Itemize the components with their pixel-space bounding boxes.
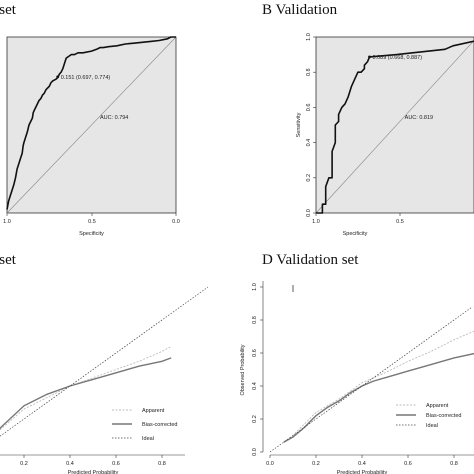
y-axis-label: Observed Probability	[240, 344, 246, 395]
x-tick-label: 0.4	[358, 461, 366, 467]
x-axis-label: Predicted Probability	[337, 470, 388, 474]
legend-label: Bias-corrected	[426, 413, 461, 419]
y-tick-label: 0.6	[252, 349, 258, 357]
reference-diagonal	[6, 36, 177, 214]
y-tick-label: 0.2	[252, 415, 258, 423]
y-tick-label: 0.6	[306, 104, 312, 112]
panel-title: D Validation set	[262, 252, 359, 268]
series-apparent-line	[283, 330, 474, 443]
x-tick-label: 0.0	[266, 461, 274, 467]
series-apparent-line	[0, 346, 172, 431]
x-axis-label: Specificity	[343, 231, 368, 237]
panel-title: g set	[0, 252, 17, 268]
x-tick-label: 0.8	[450, 461, 458, 467]
x-tick-label: 0.5	[396, 219, 404, 225]
y-tick-label: 0.0	[252, 448, 258, 456]
x-tick-label: 1.0	[3, 219, 11, 225]
legend-label: Ideal	[142, 436, 154, 442]
roc-curve	[6, 36, 176, 210]
auc-label: AUC: 0.794	[100, 115, 128, 121]
cutoff-label: 0.089 (0.668, 0.887)	[373, 55, 423, 61]
y-tick-label: 0.2	[306, 174, 312, 182]
x-tick-label: 0.0	[172, 219, 180, 225]
panel-c-calibration-training: 0.2 0.4 0.6 0.8 Predicted Probability Apparen…	[0, 252, 209, 474]
y-tick-label: 1.0	[252, 283, 258, 291]
series-bias-corrected-line	[283, 352, 474, 443]
cutoff-point	[368, 55, 371, 59]
legend-label: Ideal	[426, 423, 438, 429]
x-tick-label: 0.5	[88, 219, 96, 225]
panel-d-calibration-validation: 0.0 0.2 0.4 0.6 0.8 1.0 Observed Probability 0.…	[240, 252, 474, 474]
legend-label: Apparent	[142, 408, 165, 414]
y-tick-label: 1.0	[306, 33, 312, 41]
y-tick-label: 0.8	[306, 68, 312, 76]
x-tick-label: 0.6	[112, 461, 120, 467]
legend-label: Bias-corrected	[142, 422, 177, 428]
panel-title: g set	[0, 2, 17, 18]
x-tick-label: 1.0	[312, 219, 320, 225]
legend-label: Apparent	[426, 403, 449, 409]
x-tick-label: 0.2	[312, 461, 320, 467]
roc-curve	[316, 40, 474, 214]
series-ideal-line	[269, 306, 473, 453]
y-tick-label: 0.4	[252, 382, 258, 390]
cutoff-point	[56, 75, 60, 79]
panel-b-roc-validation: 0.089 (0.668, 0.887) AUC: 0.819 1.0 0.5 Spec…	[262, 2, 474, 237]
y-axis-label: Sensitivity	[296, 112, 302, 137]
y-tick-label: 0.0	[306, 209, 312, 217]
roc-shaded-area	[315, 36, 474, 214]
x-tick-label: 0.8	[158, 461, 166, 467]
cutoff-label: 0.151 (0.697, 0.774)	[61, 75, 111, 81]
y-tick-label: 0.4	[306, 139, 312, 147]
panel-a-roc-training: 0.151 (0.697, 0.774) AUC: 0.794 1.0 0.5 0.0 S…	[0, 2, 180, 237]
x-tick-label: 0.6	[404, 461, 412, 467]
auc-label: AUC: 0.819	[405, 115, 433, 121]
reference-diagonal	[315, 40, 474, 214]
series-ideal-line	[0, 286, 209, 437]
panel-title: B Validation	[262, 2, 338, 18]
x-axis-label: Specificity	[79, 231, 104, 237]
y-tick-label: 0.8	[252, 316, 258, 324]
x-tick-label: 0.2	[20, 461, 28, 467]
series-bias-corrected-line	[0, 357, 172, 430]
x-axis-label: Predicted Probability	[68, 470, 119, 474]
x-tick-label: 0.4	[66, 461, 74, 467]
